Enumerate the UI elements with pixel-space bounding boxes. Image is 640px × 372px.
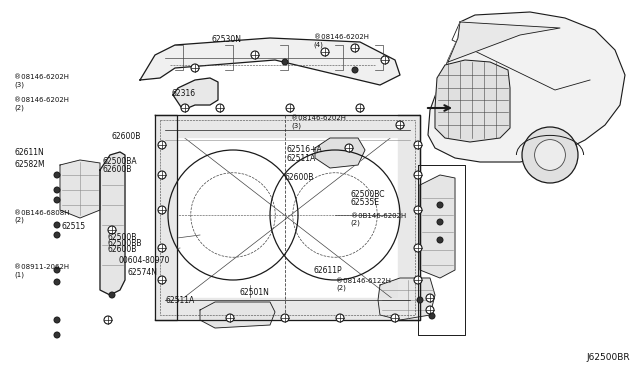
Polygon shape	[448, 22, 560, 62]
Text: 62600B: 62600B	[285, 173, 314, 182]
Text: ®08146-6122H
(2): ®08146-6122H (2)	[336, 278, 391, 291]
Circle shape	[437, 219, 443, 225]
Text: 62535E: 62535E	[351, 198, 380, 207]
Circle shape	[226, 314, 234, 322]
Circle shape	[54, 222, 60, 228]
Circle shape	[54, 172, 60, 178]
Text: 62574N: 62574N	[128, 268, 158, 277]
Text: 62600B: 62600B	[108, 246, 137, 254]
Circle shape	[534, 140, 565, 170]
Polygon shape	[155, 115, 177, 320]
Polygon shape	[140, 38, 400, 85]
Circle shape	[282, 59, 288, 65]
Polygon shape	[420, 175, 455, 278]
Polygon shape	[100, 152, 125, 295]
Text: 62511A: 62511A	[165, 296, 195, 305]
Text: 62316: 62316	[172, 89, 196, 98]
Circle shape	[414, 276, 422, 284]
Circle shape	[414, 171, 422, 179]
Circle shape	[414, 141, 422, 149]
Circle shape	[54, 232, 60, 238]
Circle shape	[414, 244, 422, 252]
Circle shape	[345, 144, 353, 152]
Text: 62511A: 62511A	[287, 154, 316, 163]
Circle shape	[158, 276, 166, 284]
Circle shape	[158, 171, 166, 179]
Circle shape	[158, 244, 166, 252]
Circle shape	[426, 306, 434, 314]
Circle shape	[54, 197, 60, 203]
Circle shape	[336, 314, 344, 322]
Polygon shape	[428, 12, 625, 162]
Circle shape	[522, 127, 578, 183]
Text: 62501N: 62501N	[240, 288, 270, 296]
Text: 62516+A: 62516+A	[287, 145, 323, 154]
Text: 62500BB: 62500BB	[108, 239, 142, 248]
Text: 62515: 62515	[61, 222, 86, 231]
Text: 62611N: 62611N	[14, 148, 44, 157]
Circle shape	[54, 279, 60, 285]
Circle shape	[181, 104, 189, 112]
Circle shape	[351, 44, 359, 52]
Circle shape	[54, 332, 60, 338]
Polygon shape	[378, 278, 435, 320]
Circle shape	[391, 314, 399, 322]
Text: 00604-80970: 00604-80970	[118, 256, 170, 265]
Circle shape	[54, 267, 60, 273]
Circle shape	[437, 202, 443, 208]
Text: ®08146-6202H
(2): ®08146-6202H (2)	[14, 97, 69, 111]
Circle shape	[381, 56, 389, 64]
Circle shape	[54, 317, 60, 323]
Polygon shape	[173, 78, 218, 110]
Text: 62582M: 62582M	[14, 160, 45, 169]
Polygon shape	[398, 115, 420, 320]
Circle shape	[54, 187, 60, 193]
Polygon shape	[60, 160, 100, 218]
Polygon shape	[200, 302, 275, 328]
Circle shape	[108, 226, 116, 234]
Circle shape	[158, 141, 166, 149]
Circle shape	[158, 206, 166, 214]
Text: 62611P: 62611P	[314, 266, 342, 275]
Circle shape	[281, 314, 289, 322]
Circle shape	[191, 64, 199, 72]
Text: 62600B: 62600B	[111, 132, 141, 141]
Text: 62500BC: 62500BC	[351, 190, 385, 199]
Polygon shape	[435, 60, 510, 142]
Circle shape	[426, 294, 434, 302]
Circle shape	[417, 297, 423, 303]
Circle shape	[356, 104, 364, 112]
Polygon shape	[155, 298, 420, 320]
Polygon shape	[155, 115, 420, 137]
Text: ®08146-6202H
(3): ®08146-6202H (3)	[291, 115, 346, 129]
Text: ®0B146-6202H
(2): ®0B146-6202H (2)	[351, 213, 406, 226]
Circle shape	[216, 104, 224, 112]
Text: 62600B: 62600B	[102, 165, 132, 174]
Text: J62500BR: J62500BR	[586, 353, 630, 362]
Text: ®08911-2062H
(1): ®08911-2062H (1)	[14, 264, 69, 278]
Circle shape	[104, 316, 112, 324]
Circle shape	[429, 313, 435, 319]
Circle shape	[109, 292, 115, 298]
Polygon shape	[315, 138, 365, 168]
Circle shape	[286, 104, 294, 112]
Circle shape	[396, 121, 404, 129]
Text: 62500B: 62500B	[108, 233, 137, 242]
Circle shape	[414, 206, 422, 214]
Text: 62530N: 62530N	[211, 35, 241, 44]
Circle shape	[352, 67, 358, 73]
Text: ®0B146-6808H
(2): ®0B146-6808H (2)	[14, 210, 70, 223]
Circle shape	[251, 51, 259, 59]
Circle shape	[437, 237, 443, 243]
Text: 62500BA: 62500BA	[102, 157, 137, 166]
Text: ®08146-6202H
(4): ®08146-6202H (4)	[314, 34, 369, 48]
Text: ®08146-6202H
(3): ®08146-6202H (3)	[14, 74, 69, 88]
Circle shape	[321, 48, 329, 56]
